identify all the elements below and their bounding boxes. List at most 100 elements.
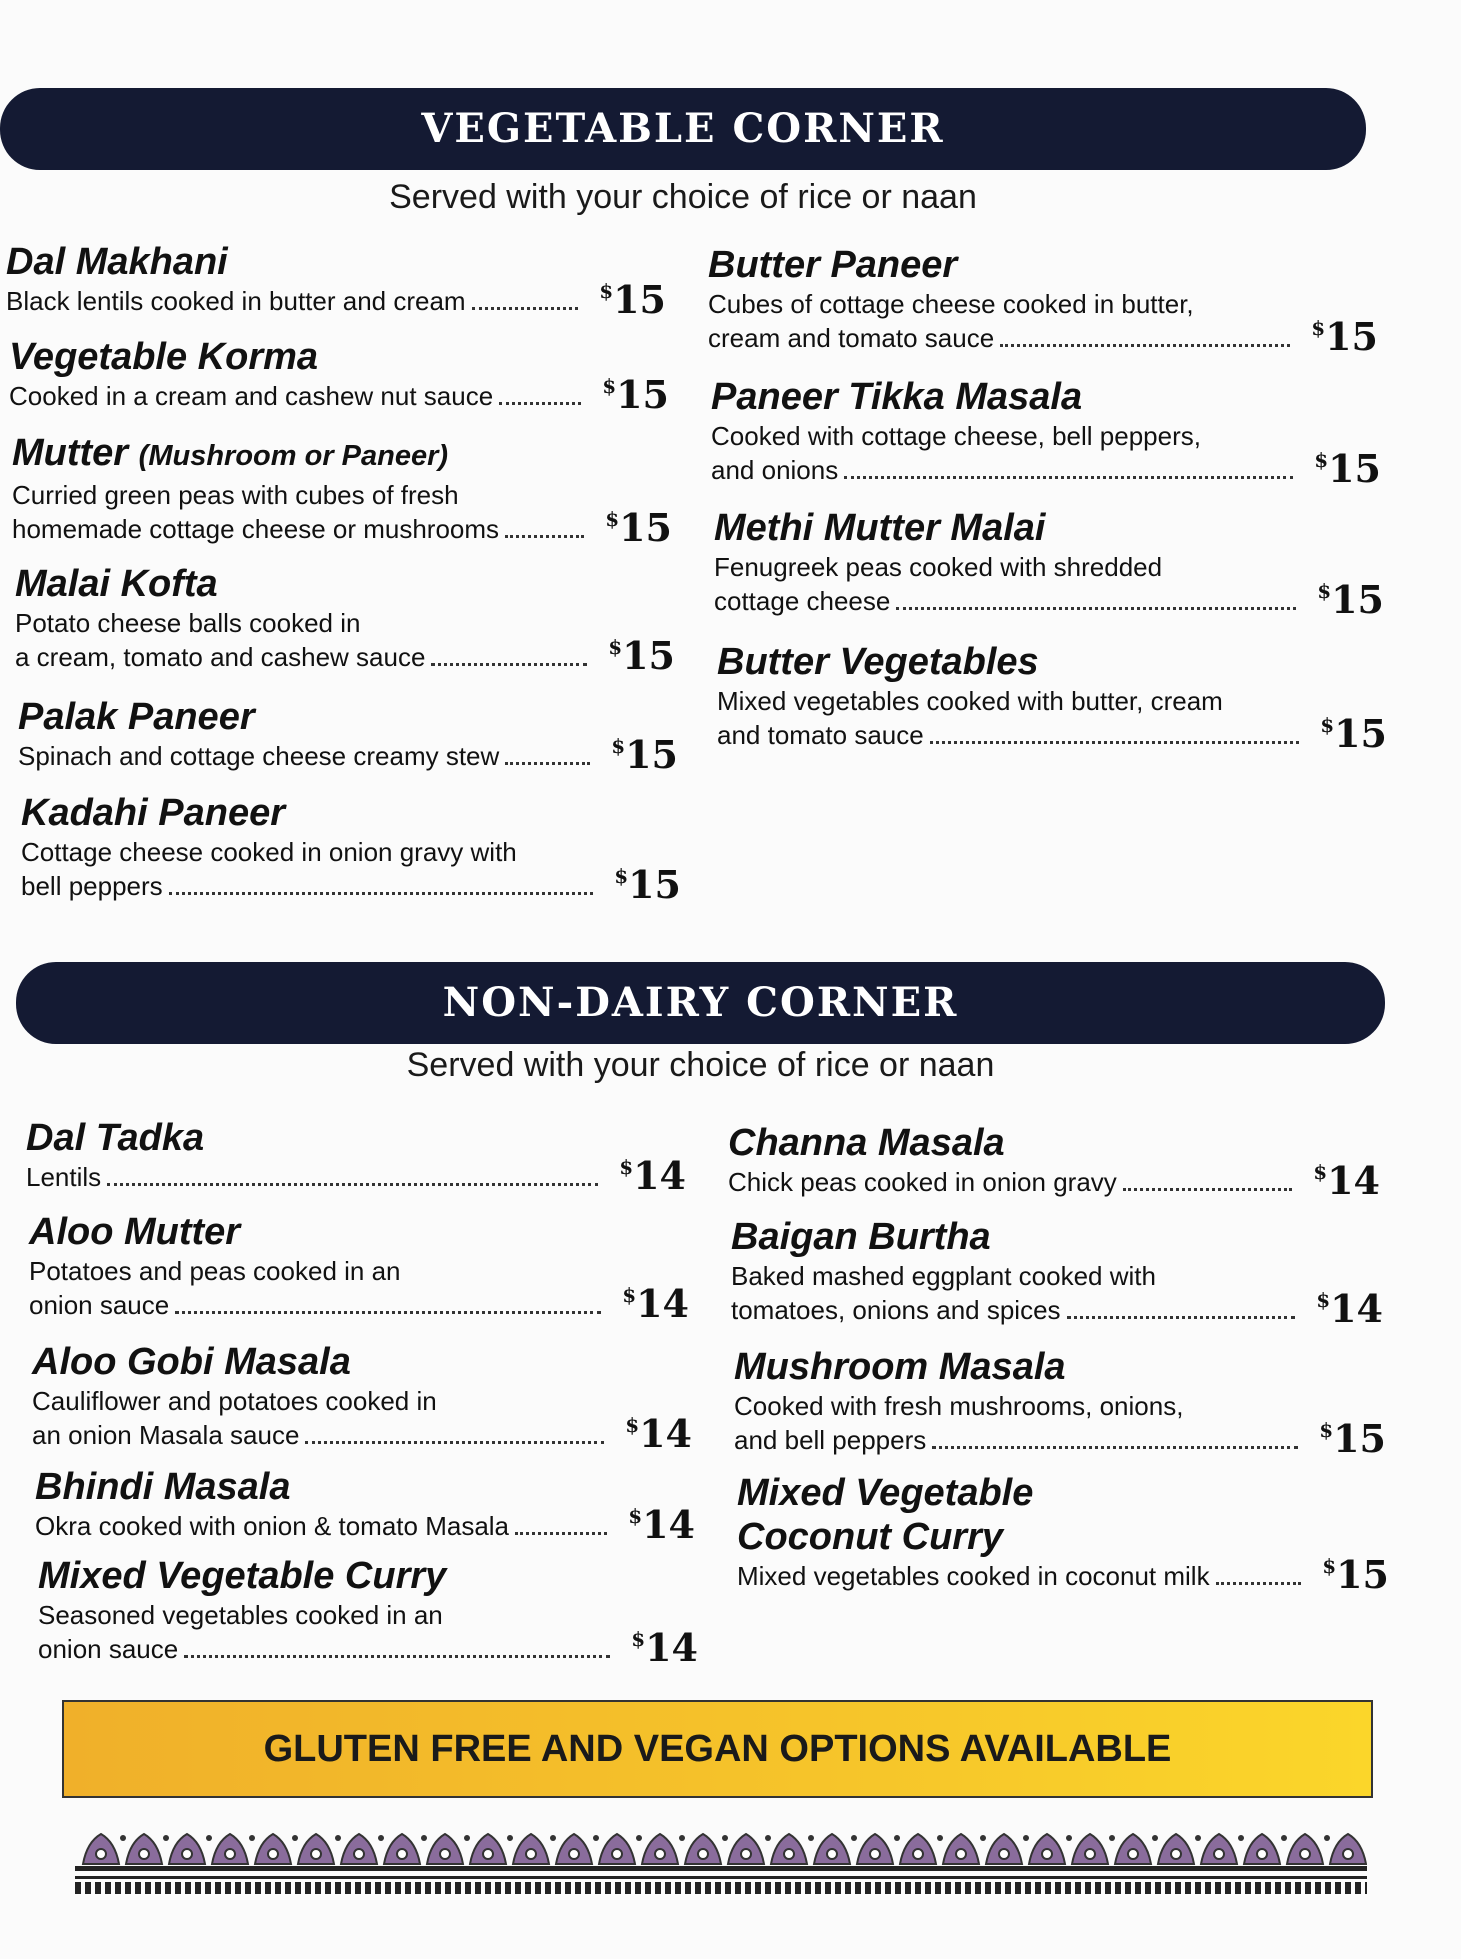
item-name-text: Butter Paneer: [708, 244, 958, 286]
dot-leader: [932, 1446, 1298, 1449]
price-value: 14: [645, 1625, 698, 1670]
item-description: onion sauce: [29, 1290, 170, 1320]
item-name-text: Channa Masala: [728, 1122, 1005, 1164]
price-value: 15: [1333, 1416, 1386, 1461]
menu-item: Aloo Mutter Potatoes and peas cooked in a…: [29, 1210, 689, 1326]
currency-symbol: $: [625, 1413, 640, 1437]
dot-leader: [1000, 344, 1290, 347]
item-name: Channa Masala: [728, 1121, 1380, 1165]
menu-item: Butter Paneer Cubes of cottage cheese coo…: [708, 243, 1378, 359]
menu-item: Baigan Burtha Baked mashed eggplant cooke…: [731, 1215, 1383, 1331]
item-name-text: Kadahi Paneer: [21, 792, 285, 834]
item-price: $15: [602, 372, 669, 417]
item-price: $15: [1317, 577, 1384, 622]
item-name-text: Paneer Tikka Masala: [711, 376, 1083, 418]
item-description: bell peppers: [21, 871, 163, 901]
price-value: 15: [1328, 446, 1381, 491]
currency-symbol: $: [628, 1504, 643, 1528]
item-price: $15: [1322, 1552, 1389, 1597]
item-price: $14: [1316, 1286, 1383, 1331]
item-description: Black lentils cooked in butter and cream: [6, 286, 466, 316]
price-value: 14: [636, 1281, 689, 1326]
item-name-text: Mutter: [12, 432, 129, 474]
item-description: Chick peas cooked in onion gravy: [728, 1167, 1117, 1197]
price-value: 15: [625, 732, 678, 777]
dot-leader: [929, 741, 1299, 744]
price-value: 15: [1334, 711, 1387, 756]
item-price: $14: [631, 1625, 698, 1670]
currency-symbol: $: [631, 1627, 646, 1651]
item-name: Mixed Vegetable Curry: [38, 1554, 698, 1598]
item-price: $15: [1319, 1416, 1386, 1461]
dot-leader: [499, 402, 581, 405]
item-description: Cooked with fresh mushrooms, onions,: [734, 1391, 1184, 1421]
price-value: 15: [613, 277, 666, 322]
price-value: 15: [1331, 577, 1384, 622]
item-price: $15: [599, 277, 666, 322]
vegetable-corner-header: VEGETABLE CORNER: [0, 88, 1366, 170]
item-name-text: Mixed Vegetable Curry: [38, 1555, 447, 1597]
currency-symbol: $: [602, 374, 617, 398]
dot-leader: [107, 1183, 598, 1186]
item-name-note: (Mushroom or Paneer): [138, 440, 449, 472]
item-name: Vegetable Korma: [9, 335, 669, 379]
currency-symbol: $: [611, 734, 626, 758]
item-name: Methi Mutter Malai: [714, 506, 1384, 550]
price-value: 15: [1336, 1552, 1389, 1597]
item-name: Butter Vegetables: [717, 640, 1387, 684]
item-name: Palak Paneer: [18, 695, 678, 739]
item-description: tomatoes, onions and spices: [731, 1295, 1061, 1325]
currency-symbol: $: [622, 1283, 637, 1307]
dot-leader: [896, 607, 1296, 610]
item-name: Mutter (Mushroom or Paneer): [12, 431, 672, 478]
item-description: Cottage cheese cooked in onion gravy wit…: [21, 837, 517, 867]
item-name-text: Bhindi Masala: [35, 1466, 291, 1508]
item-price: $14: [622, 1281, 689, 1326]
gluten-free-vegan-banner: GLUTEN FREE AND VEGAN OPTIONS AVAILABLE: [62, 1700, 1373, 1798]
item-name-text: Baigan Burtha: [731, 1216, 991, 1258]
item-name: Dal Makhani: [6, 240, 666, 284]
item-description: Cooked with cottage cheese, bell peppers…: [711, 421, 1201, 451]
dot-leader: [471, 307, 578, 310]
item-price: $14: [628, 1502, 695, 1547]
currency-symbol: $: [1311, 316, 1326, 340]
item-name: Butter Paneer: [708, 243, 1378, 287]
item-description: Mixed vegetables cooked in coconut milk: [737, 1561, 1210, 1591]
menu-item: Vegetable Korma Cooked in a cream and cas…: [9, 335, 669, 417]
price-value: 14: [1330, 1286, 1383, 1331]
price-value: 14: [1327, 1158, 1380, 1203]
price-value: 14: [633, 1153, 686, 1198]
menu-item: Mushroom Masala Cooked with fresh mushroo…: [734, 1345, 1386, 1461]
currency-symbol: $: [1316, 1288, 1331, 1312]
non-dairy-corner-header: NON-DAIRY CORNER: [16, 962, 1385, 1044]
item-name-text: Aloo Mutter: [29, 1211, 241, 1253]
menu-item: Bhindi Masala Okra cooked with onion & to…: [35, 1465, 695, 1547]
item-description: homemade cottage cheese or mushrooms: [12, 514, 500, 544]
price-value: 15: [628, 862, 681, 907]
menu-item: Palak Paneer Spinach and cottage cheese c…: [18, 695, 678, 777]
currency-symbol: $: [1313, 1160, 1328, 1184]
item-name-text: Mixed Vegetable: [737, 1472, 1034, 1514]
currency-symbol: $: [1322, 1554, 1337, 1578]
dot-leader: [305, 1441, 604, 1444]
item-price: $14: [1313, 1158, 1380, 1203]
item-name-text: Dal Tadka: [26, 1117, 205, 1159]
item-price: $15: [1311, 314, 1378, 359]
item-description: and tomato sauce: [717, 720, 924, 750]
price-value: 15: [1325, 314, 1378, 359]
decorative-border: [75, 1832, 1367, 1894]
item-description: cottage cheese: [714, 586, 891, 616]
item-price: $14: [619, 1153, 686, 1198]
dot-leader: [431, 663, 587, 666]
item-name-text: Palak Paneer: [18, 696, 255, 738]
item-description: Baked mashed eggplant cooked with: [731, 1261, 1156, 1291]
item-description: Lentils: [26, 1162, 102, 1192]
item-name-text: Mushroom Masala: [734, 1346, 1066, 1388]
currency-symbol: $: [1317, 579, 1332, 603]
price-value: 15: [619, 505, 672, 550]
item-name-line2: Coconut Curry: [737, 1516, 1003, 1558]
item-description: Cooked in a cream and cashew nut sauce: [9, 381, 494, 411]
item-name-text: Aloo Gobi Masala: [32, 1341, 351, 1383]
item-description: Potato cheese balls cooked in: [15, 608, 361, 638]
menu-item: Aloo Gobi Masala Cauliflower and potatoes…: [32, 1340, 692, 1456]
